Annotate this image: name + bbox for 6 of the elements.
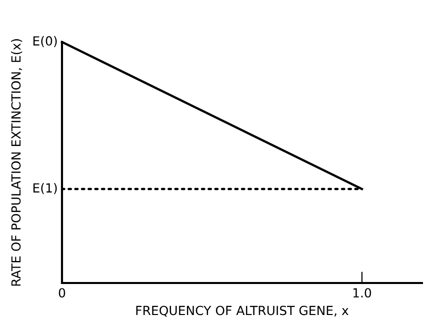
annotation: E(0)	[33, 36, 57, 48]
y-axis-title: RATE OF POPULATION EXTINCTION, E(x)	[11, 39, 22, 286]
x-axis-title: FREQUENCY OF ALTRUIST GENE, x	[136, 306, 348, 317]
annotation: E(1)	[33, 182, 57, 194]
x-tick-label: 0	[58, 288, 66, 298]
x-tick-label: 1.0	[353, 288, 372, 298]
